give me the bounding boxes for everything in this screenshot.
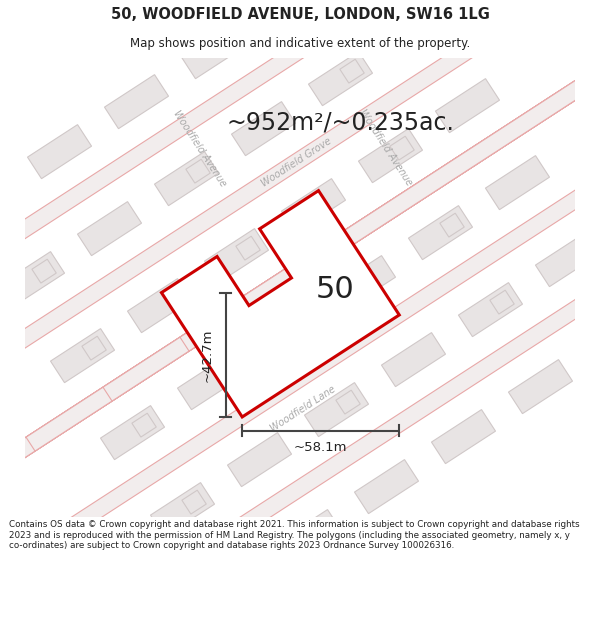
Polygon shape — [151, 482, 215, 537]
Polygon shape — [358, 129, 422, 182]
Polygon shape — [180, 0, 600, 351]
Polygon shape — [28, 124, 92, 179]
Polygon shape — [50, 329, 115, 382]
Polygon shape — [132, 413, 156, 437]
Polygon shape — [0, 38, 600, 501]
Polygon shape — [200, 559, 265, 614]
Polygon shape — [0, 0, 600, 424]
Polygon shape — [535, 232, 599, 287]
Polygon shape — [0, 88, 574, 551]
Polygon shape — [0, 188, 420, 625]
Polygon shape — [331, 256, 395, 309]
Polygon shape — [236, 236, 260, 260]
Text: ~42.7m: ~42.7m — [201, 328, 214, 381]
Polygon shape — [308, 52, 373, 106]
Polygon shape — [409, 206, 473, 259]
Polygon shape — [390, 136, 414, 160]
Polygon shape — [0, 38, 600, 501]
Polygon shape — [205, 229, 269, 282]
Polygon shape — [0, 0, 551, 347]
Polygon shape — [259, 0, 323, 29]
Polygon shape — [385, 2, 449, 56]
Polygon shape — [232, 102, 296, 156]
Polygon shape — [355, 459, 419, 514]
Polygon shape — [304, 382, 368, 437]
Polygon shape — [436, 79, 499, 132]
Text: Woodfield Avenue: Woodfield Avenue — [357, 108, 414, 188]
Text: ~58.1m: ~58.1m — [294, 441, 347, 454]
Text: Woodfield Avenue: Woodfield Avenue — [171, 108, 228, 188]
Polygon shape — [178, 356, 242, 409]
Text: Map shows position and indicative extent of the property.: Map shows position and indicative extent… — [130, 37, 470, 50]
Polygon shape — [77, 202, 142, 256]
Polygon shape — [154, 152, 218, 206]
Polygon shape — [103, 0, 600, 401]
Polygon shape — [0, 174, 14, 229]
Polygon shape — [161, 191, 399, 417]
Polygon shape — [227, 432, 292, 487]
Polygon shape — [49, 191, 600, 625]
Polygon shape — [508, 359, 572, 414]
Polygon shape — [0, 138, 497, 601]
Polygon shape — [82, 336, 106, 360]
Polygon shape — [254, 306, 319, 359]
Polygon shape — [26, 0, 600, 451]
Text: 50, WOODFIELD AVENUE, LONDON, SW16 1LG: 50, WOODFIELD AVENUE, LONDON, SW16 1LG — [110, 7, 490, 22]
Polygon shape — [490, 290, 514, 314]
Polygon shape — [1, 252, 65, 306]
Polygon shape — [340, 59, 364, 83]
Polygon shape — [586, 309, 600, 364]
Text: ~952m²/~0.235ac.: ~952m²/~0.235ac. — [227, 110, 454, 134]
Polygon shape — [127, 279, 191, 332]
Polygon shape — [382, 332, 446, 387]
Polygon shape — [281, 179, 346, 232]
Polygon shape — [101, 406, 164, 459]
Text: Woodfield Lane: Woodfield Lane — [269, 384, 338, 434]
Polygon shape — [458, 282, 523, 337]
Text: Contains OS data © Crown copyright and database right 2021. This information is : Contains OS data © Crown copyright and d… — [9, 520, 580, 550]
Polygon shape — [182, 490, 206, 514]
Polygon shape — [186, 159, 210, 183]
Polygon shape — [485, 156, 550, 209]
Polygon shape — [104, 74, 169, 129]
Polygon shape — [277, 509, 341, 564]
Polygon shape — [181, 24, 245, 79]
Polygon shape — [286, 313, 310, 337]
Polygon shape — [440, 213, 464, 237]
Polygon shape — [0, 114, 600, 578]
Text: 50: 50 — [316, 276, 355, 304]
Polygon shape — [431, 409, 496, 464]
Polygon shape — [336, 390, 360, 414]
Polygon shape — [32, 259, 56, 283]
Text: Woodfield Grove: Woodfield Grove — [259, 136, 333, 189]
